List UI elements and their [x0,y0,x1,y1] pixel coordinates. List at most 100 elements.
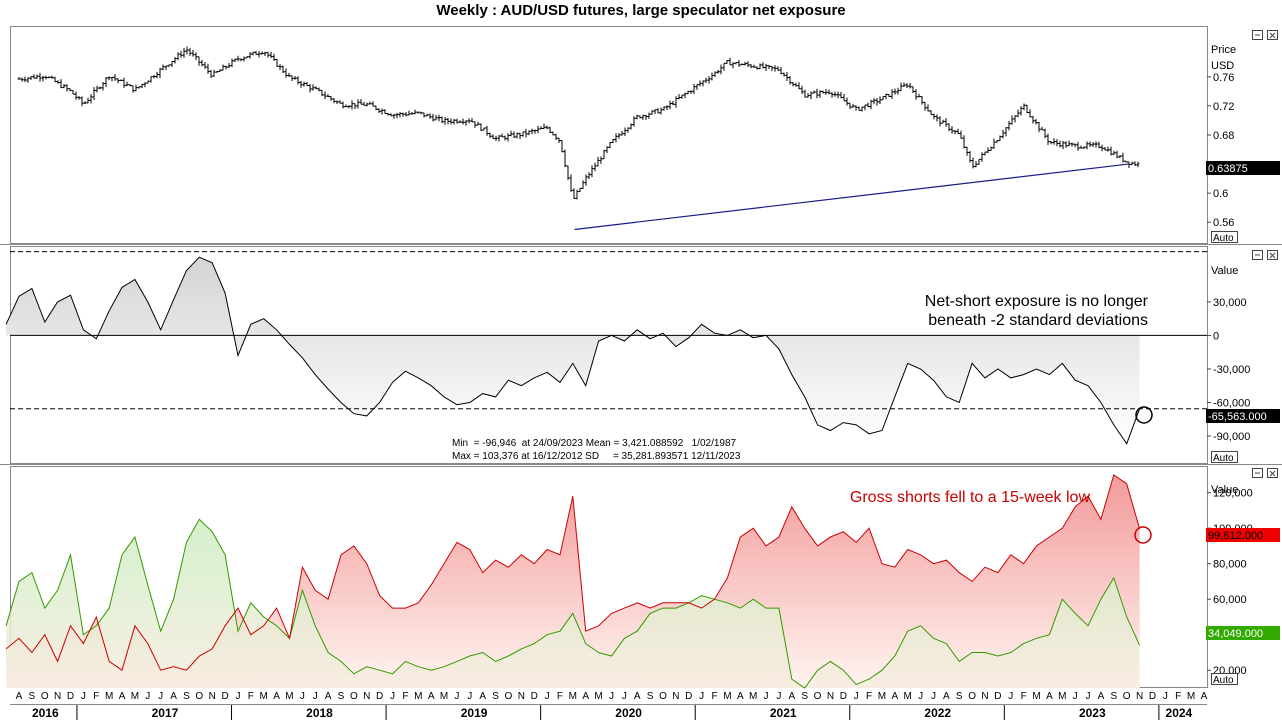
price-candle [923,101,927,111]
price-candle [743,61,747,66]
price-candle [890,89,894,99]
price-candle [827,89,831,95]
price-candle [944,118,948,127]
x-month-label: M [594,691,602,702]
price-candle [914,89,918,100]
price-candle [1025,104,1029,114]
x-month-label: N [209,691,216,702]
x-month-label: M [440,691,448,702]
price-candle [1034,119,1038,125]
price-candle [95,85,99,93]
x-month-label: A [325,691,332,702]
x-year-label: 2022 [924,706,951,720]
net-line [5,256,1141,445]
price-candle [794,82,798,87]
x-month-label: A [943,691,950,702]
price-candle [803,89,807,98]
price-candle [521,131,525,137]
x-month-label: N [672,691,679,702]
price-candle [974,160,978,168]
price-candle [155,71,159,79]
price-candle [488,132,492,138]
x-month-label: S [492,691,499,702]
price-candle [281,65,285,73]
price-candle [1004,127,1008,137]
x-axis-years: 2016 2017 2018 2019 2020 2021 2022 2023 2024 [10,704,1207,720]
price-candle [953,130,957,135]
price-candle [554,133,558,141]
x-year-label: 2019 [461,706,488,720]
net-stats-line-1: Min = -96,946 at 24/09/2023 Mean = 3,421… [452,438,737,449]
price-candle [659,107,663,115]
price-candle [338,100,342,104]
price-candle [440,116,444,124]
price-candle [197,56,201,66]
price-candle [725,59,729,64]
price-candle [941,119,945,124]
price-candle [647,112,651,119]
price-last-value: 0.63875 [1208,163,1248,175]
price-candle [926,104,930,112]
price-candle [359,99,363,105]
price-candle [779,66,783,75]
price-candle [1022,103,1026,111]
price-candle [176,52,180,61]
price-candle [845,97,849,106]
price-candle [908,82,912,89]
price-candle [776,66,780,71]
price-candle [530,128,534,135]
price-candles [17,46,1140,200]
gross-shorts-line [5,474,1141,672]
price-candle [467,118,471,124]
x-year-label: 2016 [32,706,59,720]
price-candle [1019,106,1023,116]
price-candle [1082,146,1086,149]
price-candle [866,102,870,108]
net-annotation-line-1: Net-short exposure is no longer [925,293,1149,310]
price-candle [749,64,753,69]
price-candle [353,103,357,109]
x-month-label: J [545,691,550,702]
x-month-label: A [1098,691,1105,702]
price-candle [50,75,54,79]
price-candle [851,103,855,108]
price-candle [242,56,246,62]
price-candle [152,74,156,79]
price-candle [533,129,537,134]
net-reference-lines [10,251,1207,410]
net-auto-button[interactable] [1211,451,1238,463]
price-candle [233,58,237,63]
price-candle [227,62,231,69]
price-auto-button[interactable] [1211,231,1238,243]
price-candle [815,88,819,99]
price-candle [569,174,573,192]
price-candle [1085,141,1089,150]
price-panel-controls [1252,30,1278,40]
price-candle [419,111,423,115]
price-candle [854,105,858,111]
price-candle [938,116,942,127]
price-candle [584,174,588,186]
price-panel: Price USD 0.76 0.72 0.68 0.6 0.56 0.63875 Au… [17,44,1280,244]
x-year-label: 2018 [306,706,333,720]
price-candle [83,101,87,105]
x-month-label: A [634,691,641,702]
net-stats-line-2: Max = 103,376 at 16/12/2012 SD = 35,281.… [452,451,741,462]
x-month-label: F [557,691,563,702]
price-candle [635,114,639,120]
price-candle [638,115,642,119]
price-candle [305,82,309,87]
price-candle [374,105,378,111]
gross-auto-button[interactable] [1211,673,1238,685]
price-candle [119,79,123,82]
price-candle [62,83,66,89]
price-candle [548,126,552,134]
net-panel-controls [1252,250,1278,260]
net-axis-tick-label: 0 [1213,330,1219,342]
price-candle [821,90,825,94]
x-year-label: 2021 [770,706,797,720]
net-last-value: -65,563.000 [1208,411,1267,423]
price-candle [947,123,951,132]
price-candle [236,55,240,62]
